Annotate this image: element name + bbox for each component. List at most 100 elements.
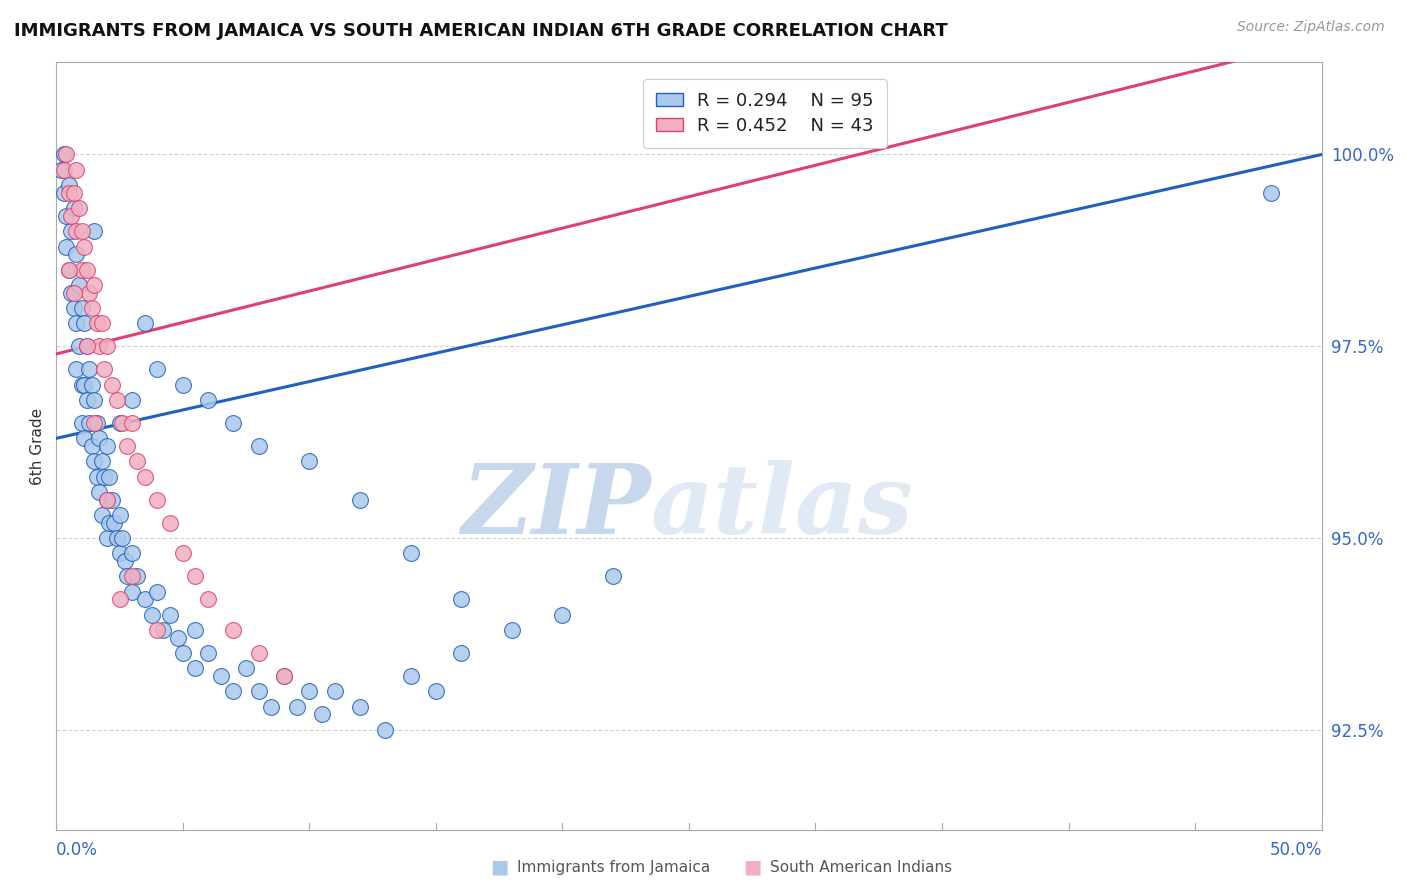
Point	[90, 454, 112, 468]
Point	[63, 301, 86, 315]
Point	[450, 646, 472, 660]
Point	[77, 285, 100, 300]
Point	[77, 362, 100, 376]
Text: ■: ■	[489, 857, 509, 877]
Point	[172, 546, 194, 560]
Point	[90, 316, 112, 330]
Point	[93, 469, 115, 483]
Point	[602, 569, 624, 583]
Point	[52, 186, 75, 200]
Point	[273, 669, 295, 683]
Point	[98, 516, 121, 530]
Point	[83, 416, 105, 430]
Point	[55, 239, 77, 253]
Point	[134, 469, 156, 483]
Point	[65, 247, 87, 261]
Point	[96, 492, 118, 507]
Point	[121, 584, 143, 599]
Point	[76, 262, 98, 277]
Point	[83, 224, 105, 238]
Point	[89, 485, 111, 500]
Y-axis label: 6th Grade: 6th Grade	[30, 408, 45, 484]
Point	[51, 162, 73, 177]
Text: Immigrants from Jamaica: Immigrants from Jamaica	[517, 860, 710, 874]
Point	[76, 339, 98, 353]
Point	[108, 546, 131, 560]
Point	[76, 392, 98, 407]
Point	[172, 646, 194, 660]
Point	[235, 661, 257, 675]
Point	[172, 377, 194, 392]
Text: 0.0%: 0.0%	[56, 840, 98, 859]
Point	[83, 392, 105, 407]
Point	[86, 416, 108, 430]
Point	[146, 362, 169, 376]
Point	[89, 431, 111, 445]
Point	[184, 623, 207, 637]
Point	[98, 469, 121, 483]
Point	[67, 201, 90, 215]
Point	[70, 301, 93, 315]
Text: 50.0%: 50.0%	[1270, 840, 1322, 859]
Point	[65, 362, 87, 376]
Point	[93, 362, 115, 376]
Point	[152, 623, 174, 637]
Point	[96, 339, 118, 353]
Point	[374, 723, 396, 737]
Point	[247, 684, 270, 698]
Point	[111, 416, 134, 430]
Point	[108, 508, 131, 522]
Point	[222, 623, 245, 637]
Point	[146, 623, 169, 637]
Point	[146, 492, 169, 507]
Point	[86, 316, 108, 330]
Point	[80, 301, 103, 315]
Point	[108, 416, 131, 430]
Point	[80, 439, 103, 453]
Point	[60, 285, 83, 300]
Point	[63, 201, 86, 215]
Point	[399, 546, 422, 560]
Point	[80, 377, 103, 392]
Point	[58, 186, 80, 200]
Point	[184, 569, 207, 583]
Point	[197, 392, 219, 407]
Point	[55, 209, 77, 223]
Point	[55, 147, 77, 161]
Point	[323, 684, 346, 698]
Point	[67, 277, 90, 292]
Point	[273, 669, 295, 683]
Point	[222, 684, 245, 698]
Point	[76, 339, 98, 353]
Point	[134, 316, 156, 330]
Point	[73, 239, 96, 253]
Point	[222, 416, 245, 430]
Point	[70, 416, 93, 430]
Point	[60, 224, 83, 238]
Point	[450, 592, 472, 607]
Point	[77, 416, 100, 430]
Point	[298, 684, 321, 698]
Point	[298, 454, 321, 468]
Text: ■: ■	[742, 857, 762, 877]
Point	[105, 531, 128, 545]
Point	[260, 699, 283, 714]
Point	[166, 631, 188, 645]
Point	[86, 469, 108, 483]
Point	[83, 277, 105, 292]
Point	[73, 316, 96, 330]
Point	[101, 492, 124, 507]
Point	[425, 684, 447, 698]
Point	[399, 669, 422, 683]
Text: IMMIGRANTS FROM JAMAICA VS SOUTH AMERICAN INDIAN 6TH GRADE CORRELATION CHART: IMMIGRANTS FROM JAMAICA VS SOUTH AMERICA…	[14, 22, 948, 40]
Point	[311, 707, 333, 722]
Point	[115, 569, 138, 583]
Point	[96, 531, 118, 545]
Point	[108, 592, 131, 607]
Point	[65, 316, 87, 330]
Point	[58, 262, 80, 277]
Point	[197, 592, 219, 607]
Point	[90, 508, 112, 522]
Point	[285, 699, 308, 714]
Point	[96, 492, 118, 507]
